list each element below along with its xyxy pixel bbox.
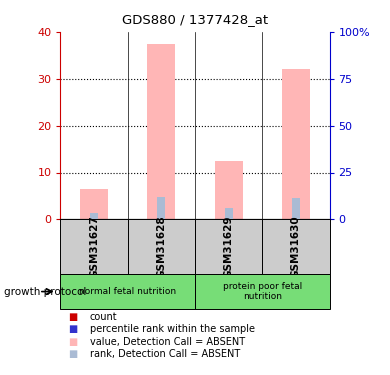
Bar <box>292 198 300 219</box>
Text: ■: ■ <box>68 324 78 334</box>
Bar <box>225 208 233 219</box>
Bar <box>294 218 297 219</box>
Bar <box>128 219 195 274</box>
Bar <box>282 69 310 219</box>
Text: GSM31630: GSM31630 <box>291 215 301 278</box>
Bar <box>90 213 98 219</box>
Bar <box>93 218 96 219</box>
Bar <box>147 44 176 219</box>
Bar <box>227 218 230 219</box>
Text: rank, Detection Call = ABSENT: rank, Detection Call = ABSENT <box>90 349 240 359</box>
Bar <box>60 274 195 309</box>
Bar <box>215 161 243 219</box>
Text: GDS880 / 1377428_at: GDS880 / 1377428_at <box>122 13 268 26</box>
Text: protein poor fetal
nutrition: protein poor fetal nutrition <box>223 282 302 301</box>
Text: percentile rank within the sample: percentile rank within the sample <box>90 324 255 334</box>
Bar <box>157 197 165 219</box>
Bar <box>60 219 128 274</box>
Bar <box>262 219 330 274</box>
Bar <box>195 274 330 309</box>
Bar <box>160 218 163 219</box>
Text: growth protocol: growth protocol <box>4 286 86 297</box>
Text: ■: ■ <box>68 312 78 322</box>
Text: count: count <box>90 312 117 322</box>
Text: ■: ■ <box>68 337 78 346</box>
Text: GSM31628: GSM31628 <box>156 215 167 278</box>
Text: ■: ■ <box>68 349 78 359</box>
Text: GSM31629: GSM31629 <box>223 215 234 278</box>
Bar <box>195 219 262 274</box>
Text: value, Detection Call = ABSENT: value, Detection Call = ABSENT <box>90 337 245 346</box>
Bar <box>80 189 108 219</box>
Text: GSM31627: GSM31627 <box>89 215 99 278</box>
Text: normal fetal nutrition: normal fetal nutrition <box>79 287 176 296</box>
